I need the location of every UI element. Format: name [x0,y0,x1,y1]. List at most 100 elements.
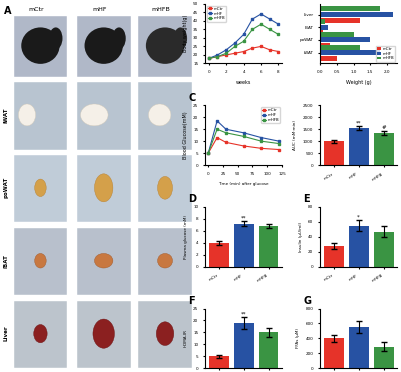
mCtr [215,54,220,59]
Ellipse shape [93,319,114,348]
Y-axis label: FFAs (μM): FFAs (μM) [296,328,300,349]
Bar [209,243,229,267]
Bar [259,333,278,368]
mCtr [241,49,246,54]
mHFB [259,22,263,26]
Text: A: A [4,6,12,16]
mCtr [267,48,272,52]
mHFB [206,151,211,155]
FancyBboxPatch shape [138,155,192,222]
mHFB [215,127,219,131]
Bar [320,17,360,23]
mHFB [207,56,211,61]
Text: poWAT: poWAT [4,177,8,198]
FancyBboxPatch shape [77,82,131,150]
Bar [320,19,325,24]
Text: **: ** [356,121,361,125]
mCtr [215,135,219,140]
mHFB [223,131,228,135]
mHFB [250,27,255,32]
FancyBboxPatch shape [14,16,67,77]
Ellipse shape [21,28,60,64]
mHF [241,131,246,135]
Text: mCtr: mCtr [29,7,45,12]
Text: **: ** [241,215,246,221]
Bar [349,128,369,165]
mHF [207,56,211,61]
Text: D: D [188,194,196,204]
Bar [324,246,344,267]
Text: C: C [188,93,196,103]
Ellipse shape [85,28,123,64]
Line: mHF: mHF [208,13,279,60]
Text: B: B [188,0,196,1]
Ellipse shape [158,176,172,199]
Text: G: G [304,296,312,306]
Bar [320,31,323,35]
Ellipse shape [49,28,63,49]
Text: **: ** [241,312,246,317]
Bar [320,43,330,48]
Ellipse shape [174,28,187,49]
Text: Liver: Liver [4,326,8,341]
Ellipse shape [34,253,46,268]
FancyBboxPatch shape [138,16,192,77]
mHF [250,17,255,21]
Bar [349,327,369,368]
mHFB [241,39,246,44]
mCtr [276,49,281,54]
Text: mHFB: mHFB [152,7,170,12]
Bar [209,356,229,368]
mHFB [224,51,229,55]
mHFB [233,44,237,49]
Y-axis label: Insulin (μU/ml): Insulin (μU/ml) [299,222,303,252]
Line: mCtr: mCtr [207,137,280,154]
FancyBboxPatch shape [77,16,131,77]
X-axis label: weeks: weeks [236,80,251,85]
Ellipse shape [18,104,36,126]
Text: #: # [381,125,386,131]
mHFB [276,32,281,37]
mHF [277,139,282,144]
mHF [233,41,237,45]
Y-axis label: Plasma glucose (mM): Plasma glucose (mM) [184,215,188,259]
X-axis label: Weight (g): Weight (g) [346,80,371,85]
mCtr [207,56,211,61]
mCtr [206,151,211,155]
Bar [320,45,360,49]
Text: iWAT: iWAT [4,107,8,123]
Bar [320,32,354,37]
mHF [215,53,220,57]
mHF [259,12,263,16]
Bar [320,56,337,61]
Legend: mCtr, mHF, mHFB: mCtr, mHF, mHFB [261,107,280,123]
mHF [241,32,246,37]
mHFB [267,27,272,32]
FancyBboxPatch shape [14,155,67,222]
Bar [234,323,253,368]
mHF [276,22,281,26]
Ellipse shape [146,28,184,64]
Line: mHFB: mHFB [207,128,280,154]
FancyBboxPatch shape [138,228,192,295]
FancyBboxPatch shape [14,301,67,368]
mCtr [259,146,264,151]
Bar [374,231,393,267]
Text: F: F [188,296,195,306]
Y-axis label: Body weight(g): Body weight(g) [182,15,188,52]
Bar [259,226,278,267]
FancyBboxPatch shape [77,228,131,295]
Ellipse shape [95,174,113,202]
mHF [267,17,272,21]
FancyBboxPatch shape [14,82,67,150]
Bar [324,141,344,165]
mHF [215,119,219,123]
mCtr [277,147,282,152]
mCtr [223,140,228,145]
mCtr [233,51,237,55]
Line: mCtr: mCtr [208,45,279,60]
Ellipse shape [112,28,126,49]
Legend: mCtr, mHF, mHFB: mCtr, mHF, mHFB [376,46,395,61]
Text: *: * [357,215,360,220]
FancyBboxPatch shape [14,228,67,295]
